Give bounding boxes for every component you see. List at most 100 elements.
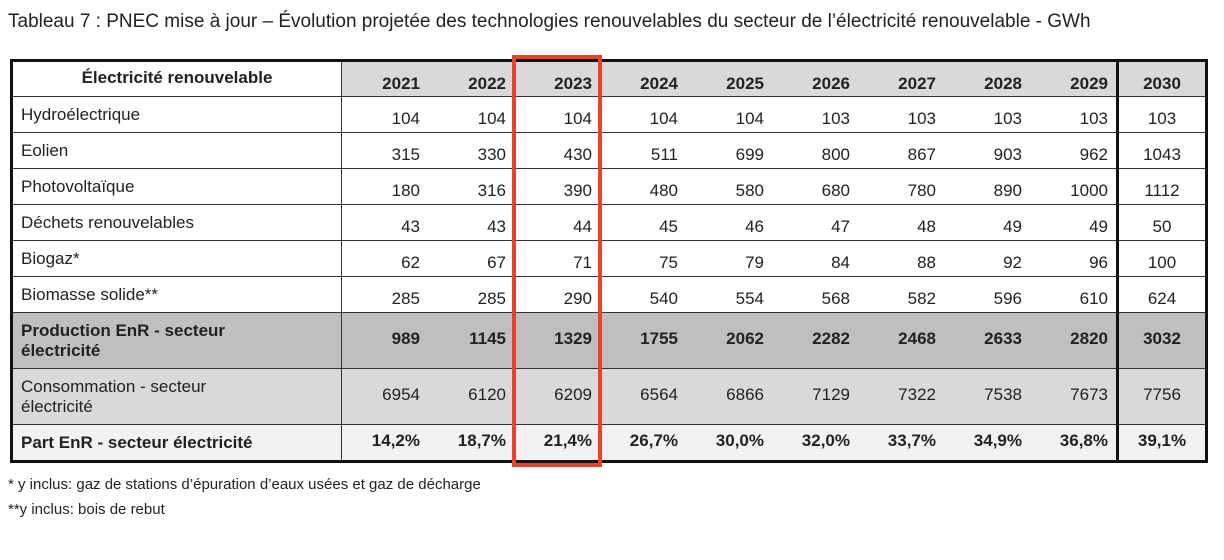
row-label: Part EnR - secteur électricité	[11, 424, 342, 462]
table-row: Production EnR - secteur électricité 989 1…	[11, 312, 1207, 369]
cell-2023: 104	[514, 96, 600, 133]
header-year-2025: 2025	[686, 60, 772, 97]
row-label: Hydroélectrique	[11, 96, 342, 133]
cell-2025: 2062	[686, 312, 772, 369]
cell-2022: 18,7%	[428, 424, 514, 462]
cell-2028: 92	[944, 240, 1030, 277]
cell-2028: 7538	[944, 368, 1030, 425]
footnote-1: * y inclus: gaz de stations d’épuration …	[8, 476, 481, 493]
table-row: Part EnR - secteur électricité 14,2% 18,7%…	[11, 424, 1207, 462]
cell-2026: 47	[772, 204, 858, 241]
cell-2022: 104	[428, 96, 514, 133]
cell-2027: 582	[858, 276, 944, 313]
cell-2029: 36,8%	[1030, 424, 1118, 462]
row-label: Production EnR - secteur électricité	[11, 312, 342, 369]
cell-2024: 26,7%	[600, 424, 686, 462]
cell-2030: 50	[1116, 204, 1207, 241]
table-row: Consommation - secteur électricité 6954 61…	[11, 368, 1207, 425]
cell-2022: 43	[428, 204, 514, 241]
cell-2026: 7129	[772, 368, 858, 425]
cell-2021: 14,2%	[341, 424, 428, 462]
cell-2028: 34,9%	[944, 424, 1030, 462]
row-label: Déchets renouvelables	[11, 204, 342, 241]
cell-2026: 103	[772, 96, 858, 133]
cell-2021: 6954	[341, 368, 428, 425]
cell-2023: 430	[514, 132, 600, 169]
cell-2029: 962	[1030, 132, 1118, 169]
cell-2025: 46	[686, 204, 772, 241]
header-label: Électricité renouvelable	[11, 60, 342, 97]
cell-2023: 290	[514, 276, 600, 313]
cell-2023: 44	[514, 204, 600, 241]
cell-2027: 103	[858, 96, 944, 133]
cell-2029: 610	[1030, 276, 1118, 313]
cell-2029: 1000	[1030, 168, 1118, 205]
cell-2024: 75	[600, 240, 686, 277]
cell-2030: 103	[1116, 96, 1207, 133]
cell-2024: 6564	[600, 368, 686, 425]
cell-2021: 62	[341, 240, 428, 277]
cell-2025: 554	[686, 276, 772, 313]
row-label: Biomasse solide**	[11, 276, 342, 313]
cell-2029: 7673	[1030, 368, 1118, 425]
cell-2027: 7322	[858, 368, 944, 425]
cell-2024: 1755	[600, 312, 686, 369]
table-row: Eolien 315 330 430 511 699 800 867 903 962 1043	[11, 132, 1207, 169]
cell-2024: 480	[600, 168, 686, 205]
row-label: Consommation - secteur électricité	[11, 368, 342, 425]
cell-2028: 2633	[944, 312, 1030, 369]
cell-2025: 79	[686, 240, 772, 277]
cell-2030: 3032	[1116, 312, 1207, 369]
cell-2024: 45	[600, 204, 686, 241]
header-year-2022: 2022	[428, 60, 514, 97]
cell-2026: 680	[772, 168, 858, 205]
cell-2021: 315	[341, 132, 428, 169]
header-year-2028: 2028	[944, 60, 1030, 97]
cell-2030: 39,1%	[1116, 424, 1207, 462]
cell-2024: 511	[600, 132, 686, 169]
footnote-2: **y inclus: bois de rebut	[8, 501, 165, 518]
table-row: Hydroélectrique 104 104 104 104 104 103 103 103 1…	[11, 96, 1207, 133]
cell-2028: 903	[944, 132, 1030, 169]
cell-2021: 180	[341, 168, 428, 205]
cell-2025: 104	[686, 96, 772, 133]
cell-2027: 48	[858, 204, 944, 241]
cell-2030: 624	[1116, 276, 1207, 313]
cell-2022: 6120	[428, 368, 514, 425]
cell-2029: 2820	[1030, 312, 1118, 369]
cell-2027: 88	[858, 240, 944, 277]
cell-2026: 568	[772, 276, 858, 313]
cell-2021: 43	[341, 204, 428, 241]
cell-2021: 285	[341, 276, 428, 313]
cell-2025: 699	[686, 132, 772, 169]
cell-2030: 100	[1116, 240, 1207, 277]
cell-2025: 6866	[686, 368, 772, 425]
header-year-2023: 2023	[514, 60, 600, 97]
cell-2029: 49	[1030, 204, 1118, 241]
cell-2021: 989	[341, 312, 428, 369]
table-row: Déchets renouvelables 43 43 44 45 46 47 48 49 49 5…	[11, 204, 1207, 241]
cell-2028: 596	[944, 276, 1030, 313]
cell-2027: 33,7%	[858, 424, 944, 462]
cell-2026: 32,0%	[772, 424, 858, 462]
cell-2022: 285	[428, 276, 514, 313]
cell-2026: 800	[772, 132, 858, 169]
header-year-2024: 2024	[600, 60, 686, 97]
cell-2023: 1329	[514, 312, 600, 369]
cell-2028: 49	[944, 204, 1030, 241]
cell-2029: 96	[1030, 240, 1118, 277]
table-title: Tableau 7 : PNEC mise à jour – Évolution…	[8, 11, 1091, 32]
cell-2022: 316	[428, 168, 514, 205]
cell-2024: 104	[600, 96, 686, 133]
cell-2021: 104	[341, 96, 428, 133]
cell-2026: 84	[772, 240, 858, 277]
cell-2030: 1043	[1116, 132, 1207, 169]
cell-2022: 330	[428, 132, 514, 169]
cell-2023: 71	[514, 240, 600, 277]
row-label: Biogaz*	[11, 240, 342, 277]
page: Tableau 7 : PNEC mise à jour – Évolution…	[8, 11, 1218, 522]
footnotes: * y inclus: gaz de stations d’épuration …	[8, 472, 1218, 522]
table-row: Biomasse solide** 285 285 290 540 554 568 582 59…	[11, 276, 1207, 313]
cell-2027: 780	[858, 168, 944, 205]
cell-2028: 103	[944, 96, 1030, 133]
